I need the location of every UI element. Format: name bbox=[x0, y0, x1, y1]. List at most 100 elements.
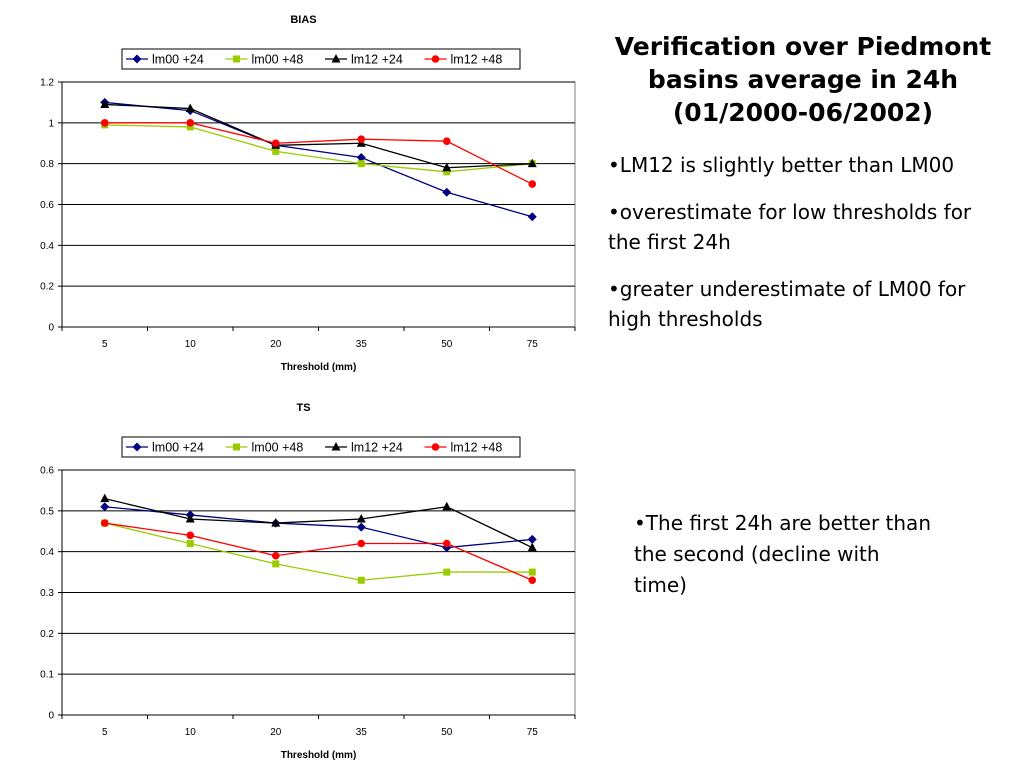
legend-label: lm12 +24 bbox=[351, 53, 403, 67]
legend-label: lm12 +48 bbox=[451, 53, 503, 67]
bullet-item: •LM12 is slightly better than LM00 bbox=[608, 153, 955, 177]
data-point bbox=[528, 180, 537, 188]
data-point bbox=[527, 212, 537, 222]
data-point bbox=[271, 139, 280, 148]
data-point bbox=[442, 162, 452, 172]
chart-svg: BIAS lm00 +24 lm00 +48 lm12 +24 lm12 +48 0 0.2… bbox=[40, 14, 576, 373]
x-tick-label: 20 bbox=[270, 727, 282, 738]
series-line bbox=[104, 522, 533, 581]
data-point bbox=[357, 160, 365, 168]
data-point bbox=[186, 123, 194, 131]
legend-marker bbox=[233, 55, 240, 63]
data-point bbox=[100, 519, 109, 527]
data-point bbox=[442, 539, 451, 548]
data-point bbox=[443, 168, 451, 176]
series-line bbox=[104, 506, 533, 549]
y-tick-label: 0.4 bbox=[40, 547, 54, 558]
data-point bbox=[186, 119, 195, 127]
data-point bbox=[185, 514, 195, 523]
x-tick-label: 10 bbox=[185, 727, 197, 738]
series-line bbox=[104, 522, 533, 581]
ts-chart: TS lm00 +24 lm00 +48 lm12 +24 lm12 +48 0 0.1 0.… bbox=[0, 388, 590, 768]
chart-title: TS bbox=[296, 402, 310, 414]
data-point bbox=[271, 551, 280, 560]
data-point bbox=[100, 493, 110, 503]
x-tick-label: 35 bbox=[356, 339, 368, 350]
data-point bbox=[528, 576, 537, 585]
series-lm12-48 bbox=[100, 119, 537, 188]
data-point bbox=[442, 137, 451, 146]
series-lm12-24 bbox=[100, 99, 537, 172]
y-tick-label: 0.4 bbox=[40, 241, 54, 252]
bullet-item: •greater underestimate of LM00 for high … bbox=[608, 277, 966, 331]
x-tick-label: 75 bbox=[527, 727, 539, 738]
data-point bbox=[100, 99, 110, 108]
y-tick-label: 1 bbox=[48, 118, 54, 129]
x-tick-label: 5 bbox=[102, 727, 108, 738]
series-line bbox=[104, 122, 533, 185]
y-tick-label: 0.6 bbox=[40, 466, 54, 477]
data-point bbox=[100, 119, 109, 127]
x-axis-label: Threshold (mm) bbox=[281, 362, 357, 373]
chart-legend: lm00 +24 lm00 +48 lm12 +24 lm12 +48 bbox=[121, 436, 521, 458]
data-point bbox=[356, 153, 366, 163]
legend-marker bbox=[132, 54, 142, 64]
data-point bbox=[356, 514, 366, 523]
legend-label: lm00 +48 bbox=[252, 53, 304, 67]
series-line bbox=[104, 103, 533, 169]
legend-label: lm00 +24 bbox=[152, 53, 204, 67]
data-point bbox=[271, 518, 281, 527]
data-point bbox=[100, 502, 110, 512]
series-lm12-48 bbox=[100, 519, 537, 585]
y-tick-label: 1.2 bbox=[40, 78, 54, 89]
y-tick-label: 0.2 bbox=[40, 629, 54, 640]
legend-box bbox=[121, 48, 521, 70]
data-point bbox=[272, 560, 280, 568]
data-point bbox=[356, 522, 366, 532]
data-point bbox=[272, 147, 280, 155]
data-point bbox=[186, 540, 194, 547]
y-tick-label: 0.6 bbox=[40, 200, 54, 211]
data-point bbox=[185, 103, 195, 113]
chart-legend: lm00 +24 lm00 +48 lm12 +24 lm12 +48 bbox=[121, 48, 521, 70]
y-tick-label: 0.3 bbox=[40, 588, 54, 599]
x-tick-label: 35 bbox=[356, 727, 368, 738]
data-point bbox=[527, 542, 537, 552]
legend-label: lm00 +48 bbox=[252, 441, 304, 455]
slide-title: Verification over Piedmont basins averag… bbox=[614, 32, 992, 127]
series-lm12-24 bbox=[100, 493, 537, 552]
legend-marker bbox=[331, 54, 341, 63]
legend-label: lm12 +48 bbox=[451, 441, 503, 455]
legend-label: lm12 +24 bbox=[351, 441, 403, 455]
series-line bbox=[104, 124, 533, 173]
x-tick-label: 50 bbox=[441, 727, 453, 738]
data-point bbox=[357, 576, 365, 584]
data-point bbox=[442, 501, 452, 511]
x-tick-label: 50 bbox=[441, 339, 453, 350]
bias-chart: BIAS lm00 +24 lm00 +48 lm12 +24 lm12 +48 0 0.2… bbox=[0, 0, 590, 380]
legend-label: lm00 +24 bbox=[152, 441, 204, 455]
legend-marker bbox=[331, 442, 341, 451]
chart-svg: TS lm00 +24 lm00 +48 lm12 +24 lm12 +48 0 0.1 0.… bbox=[40, 402, 576, 761]
data-point bbox=[527, 158, 537, 168]
x-tick-label: 5 bbox=[102, 339, 108, 350]
y-tick-label: 0.5 bbox=[40, 506, 54, 517]
legend-marker bbox=[431, 443, 440, 451]
data-point bbox=[527, 534, 537, 544]
data-point bbox=[186, 531, 195, 540]
series-line bbox=[104, 497, 533, 549]
legend-box bbox=[121, 436, 521, 458]
x-axis-label: Threshold (mm) bbox=[281, 750, 357, 761]
bullet-list-top: •LM12 is slightly better than LM00 •over… bbox=[608, 150, 1008, 351]
data-point bbox=[357, 539, 366, 548]
y-tick-label: 0.1 bbox=[40, 670, 54, 681]
x-tick-label: 20 bbox=[270, 339, 282, 350]
data-point bbox=[442, 543, 452, 553]
data-point bbox=[357, 135, 366, 143]
data-point bbox=[442, 187, 452, 197]
bullet-item: •The first 24h are better than the secon… bbox=[634, 511, 931, 597]
bullet-item: •overestimate for low thresholds for the… bbox=[608, 200, 972, 254]
y-tick-label: 0.8 bbox=[40, 159, 54, 170]
y-tick-label: 0 bbox=[48, 711, 54, 722]
x-tick-label: 75 bbox=[527, 339, 539, 350]
